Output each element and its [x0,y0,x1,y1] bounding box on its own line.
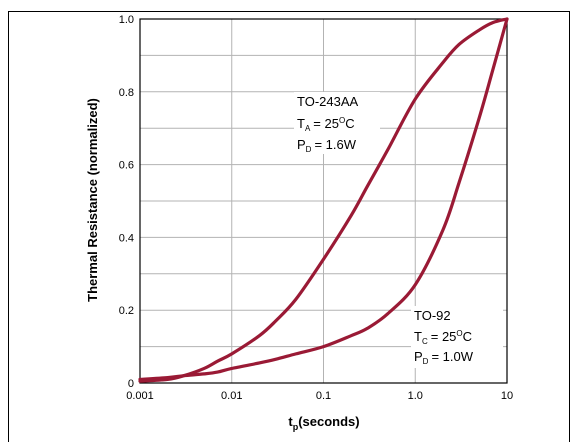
x-tick-label: 1.0 [408,390,423,402]
y-tick-label: 0.6 [119,160,134,172]
x-tick-label: 0.1 [316,390,331,402]
annotation-title: TO-243AA [297,94,359,109]
annotation-title: TO-92 [414,308,451,323]
y-tick-label: 0 [128,378,134,390]
series-layer [138,17,509,383]
annotation-temp: TC = 25OC [414,329,472,346]
x-tick-label: 0.001 [126,390,154,402]
x-tick-label: 10 [501,390,513,402]
tick-layer: 0.001 0.01 0.1 1.0 10 0 0.2 0.4 0.6 0.8 1.0 [119,14,513,402]
x-axis-title: tp(seconds) [288,414,359,432]
annotation-power: PD = 1.6W [297,137,357,154]
annotation-power: PD = 1.0W [414,349,474,366]
annotation-temp: TA = 25OC [297,116,355,133]
plot-border [139,18,508,384]
annotation-bg [294,92,380,154]
annotation-to-92: TO-92 TC = 25OC PD = 1.0W [411,306,503,368]
chart-frame [8,11,570,442]
y-tick-label: 0.4 [119,232,134,244]
x-tick-label: 0.01 [221,390,242,402]
y-axis-title: Thermal Resistance (normalized) [85,98,100,302]
series-line-to-92 [138,17,509,381]
y-tick-label: 1.0 [119,14,134,26]
annotation-bg [411,306,503,368]
series-line-to-243aa [138,17,509,383]
annotation-to-243aa: TO-243AA TA = 25OC PD = 1.6W [294,92,380,154]
y-tick-label: 0.2 [119,305,134,317]
y-tick-label: 0.8 [119,87,134,99]
